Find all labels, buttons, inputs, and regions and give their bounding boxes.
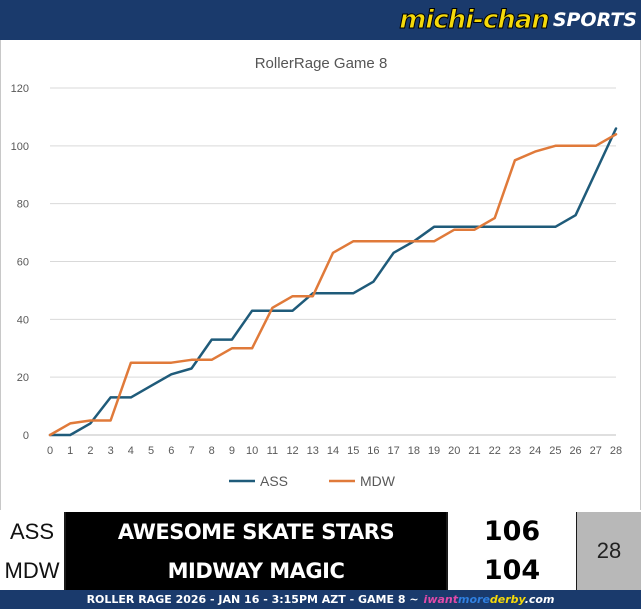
series-line-mdw — [48, 133, 618, 437]
brand-logo: michi-chan SPORTS — [399, 2, 637, 38]
x-tick-label: 24 — [529, 445, 541, 457]
x-tick-label: 0 — [47, 445, 53, 457]
team-score-away: 104 — [448, 551, 576, 590]
logo-sports-text: SPORTS — [552, 9, 637, 31]
legend-label-mdw: MDW — [360, 473, 396, 489]
footer-site: iwantmorederby.com — [424, 593, 555, 606]
team-code-away: MDW — [0, 551, 64, 590]
x-tick-label: 25 — [549, 445, 561, 457]
footer-site-part-2: more — [458, 593, 490, 606]
x-tick-label: 9 — [229, 445, 235, 457]
team-code-home: ASS — [0, 512, 64, 551]
footer-site-part-4: .com — [524, 593, 555, 606]
x-tick-label: 14 — [327, 445, 339, 457]
footer-bar: ROLLER RAGE 2026 - JAN 16 - 3:15PM AZT -… — [0, 590, 641, 609]
legend-label-ass: ASS — [260, 473, 288, 489]
x-tick-label: 12 — [286, 445, 298, 457]
x-tick-label: 20 — [448, 445, 460, 457]
x-tick-label: 16 — [367, 445, 379, 457]
y-tick-label: 20 — [17, 372, 29, 384]
team-name-away: MIDWAY MAGIC — [66, 551, 446, 590]
footer-site-part-1: iwant — [423, 593, 458, 606]
x-tick-label: 7 — [188, 445, 194, 457]
x-tick-label: 3 — [108, 445, 114, 457]
chart-title: RollerRage Game 8 — [255, 55, 388, 72]
x-tick-label: 10 — [246, 445, 258, 457]
y-tick-label: 100 — [11, 141, 29, 153]
x-tick-label: 13 — [307, 445, 319, 457]
x-tick-label: 2 — [87, 445, 93, 457]
y-tick-label: 0 — [23, 430, 29, 442]
series-line-ass — [48, 127, 618, 437]
x-tick-label: 15 — [347, 445, 359, 457]
footer-event-info: ROLLER RAGE 2026 - JAN 16 - 3:15PM AZT -… — [86, 593, 419, 606]
x-tick-label: 11 — [267, 445, 278, 457]
team-name-home: AWESOME SKATE STARS — [66, 512, 446, 551]
period-indicator: 28 — [577, 512, 641, 590]
scoreboard: ASS AWESOME SKATE STARS 106 MDW MIDWAY M… — [0, 512, 641, 590]
x-tick-label: 26 — [569, 445, 581, 457]
y-tick-label: 120 — [11, 83, 29, 95]
x-tick-label: 18 — [408, 445, 420, 457]
x-tick-label: 28 — [610, 445, 622, 457]
x-tick-label: 6 — [168, 445, 174, 457]
x-tick-label: 5 — [148, 445, 154, 457]
x-tick-label: 1 — [67, 445, 73, 457]
y-tick-label: 60 — [17, 257, 29, 269]
header-bar: michi-chan SPORTS — [0, 0, 641, 40]
y-tick-label: 40 — [17, 314, 29, 326]
x-tick-label: 22 — [489, 445, 501, 457]
x-tick-label: 21 — [468, 445, 480, 457]
chart-area: RollerRage Game 8 0 20 40 60 80 100 120 0 1 2 3 4 5 6… — [0, 40, 641, 510]
x-tick-label: 23 — [509, 445, 521, 457]
y-tick-label: 80 — [17, 199, 29, 211]
x-tick-label: 19 — [428, 445, 440, 457]
team-score-home: 106 — [448, 512, 576, 551]
logo-brand-text: michi-chan — [399, 5, 551, 36]
x-tick-label: 4 — [128, 445, 134, 457]
x-tick-label: 27 — [590, 445, 602, 457]
footer-site-part-3: derby — [489, 593, 525, 606]
x-tick-label: 8 — [209, 445, 215, 457]
x-tick-label: 17 — [388, 445, 400, 457]
